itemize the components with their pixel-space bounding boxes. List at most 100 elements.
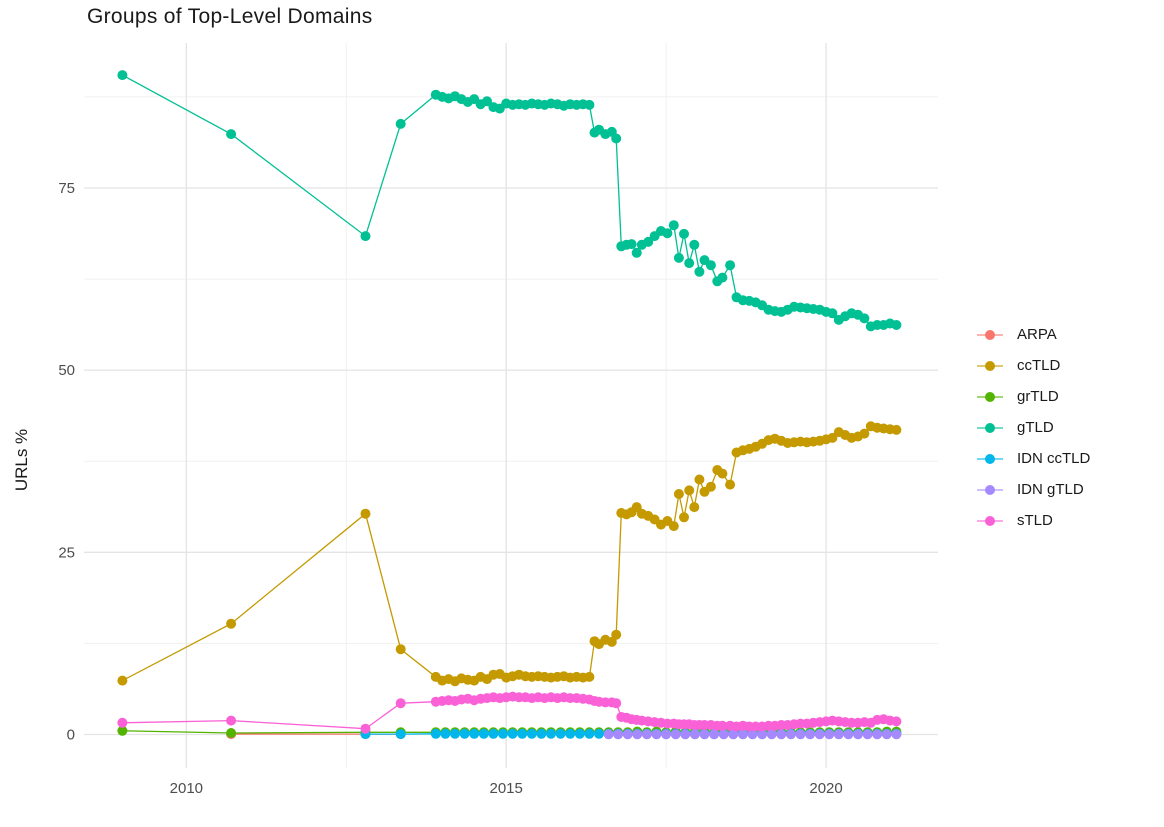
legend-key-dot — [985, 453, 995, 464]
data-point — [395, 698, 406, 709]
data-point — [668, 521, 679, 532]
data-point — [546, 728, 556, 739]
data-point — [226, 715, 237, 726]
data-point — [668, 220, 679, 231]
data-point — [684, 485, 695, 496]
data-point — [670, 729, 681, 740]
data-point — [488, 728, 499, 739]
series-gtld — [117, 70, 902, 332]
data-point — [565, 728, 576, 739]
gridlines-minor — [84, 43, 938, 768]
chart-title: Groups of Top-Level Domains — [87, 5, 373, 28]
x-tick-label: 2020 — [809, 780, 842, 797]
data-point — [613, 729, 624, 740]
legend-key-dot — [985, 391, 995, 402]
legend-label-idn-cctld: IDN ccTLD — [1017, 450, 1091, 467]
legend-label-arpa: ARPA — [1017, 326, 1057, 343]
data-point — [717, 720, 728, 731]
data-point — [766, 729, 777, 740]
data-point — [814, 729, 825, 740]
data-point — [395, 118, 406, 129]
gridlines-major — [84, 43, 938, 768]
data-point — [680, 729, 691, 740]
data-point — [360, 231, 371, 242]
legend-label-idn-gtld: IDN gTLD — [1017, 481, 1084, 498]
data-point — [737, 729, 748, 740]
legend-item-arpa: ARPA — [976, 319, 1090, 350]
data-point — [891, 424, 902, 435]
data-point — [684, 258, 695, 269]
legend-item-idn-gtld: IDN gTLD — [976, 474, 1090, 505]
series-line-gtld — [122, 74, 897, 328]
data-point — [117, 725, 128, 736]
legend-key-dot — [985, 422, 995, 433]
data-point — [117, 717, 128, 728]
legend-key-dot — [985, 329, 995, 340]
legend-key-dot — [985, 360, 995, 371]
data-point — [584, 99, 595, 110]
data-point — [430, 728, 441, 739]
data-point — [536, 728, 547, 739]
data-point — [611, 629, 622, 640]
legend-item-cctld: ccTLD — [976, 350, 1090, 381]
data-point — [395, 729, 406, 740]
y-tick-label: 50 — [58, 362, 75, 379]
data-point — [611, 133, 622, 144]
data-point — [584, 728, 595, 739]
legend-label-grtld: grTLD — [1017, 388, 1059, 405]
data-point — [689, 729, 700, 740]
data-point — [679, 228, 689, 239]
data-point — [507, 728, 518, 739]
data-point — [526, 728, 537, 739]
data-point — [718, 729, 729, 740]
data-point — [824, 729, 835, 740]
legend-key-cctld-icon — [977, 360, 1003, 371]
y-tick-label: 0 — [67, 726, 75, 743]
data-point — [395, 644, 406, 655]
y-tick-label: 75 — [58, 180, 75, 197]
data-point — [891, 729, 902, 740]
data-point — [891, 716, 902, 727]
data-point — [891, 320, 902, 330]
data-point — [689, 239, 700, 250]
legend-label-stld: sTLD — [1017, 512, 1053, 529]
data-point — [498, 728, 508, 739]
data-point — [881, 729, 892, 740]
data-point — [611, 698, 622, 709]
x-tick-label: 2015 — [490, 780, 523, 797]
data-point — [117, 675, 128, 686]
data-point — [853, 729, 863, 740]
data-point — [574, 728, 585, 739]
data-point — [673, 489, 684, 499]
legend-key-dot — [985, 515, 995, 526]
legend-item-stld: sTLD — [976, 505, 1090, 536]
data-point — [725, 479, 736, 490]
data-point — [603, 729, 614, 740]
legend-key-idn-gtld-icon — [977, 484, 1003, 495]
data-point — [725, 260, 736, 271]
data-point — [643, 236, 654, 247]
data-point — [717, 468, 728, 479]
data-point — [694, 474, 705, 485]
data-point — [717, 272, 728, 283]
legend-label-gtld: gTLD — [1017, 419, 1054, 436]
data-point — [226, 728, 237, 738]
data-point — [651, 729, 662, 740]
data-point — [862, 729, 873, 740]
data-point — [785, 729, 796, 740]
legend-item-idn-cctld: IDN ccTLD — [976, 443, 1090, 474]
data-point — [661, 729, 672, 740]
legend-key-stld-icon — [977, 515, 1003, 526]
legend-item-grtld: grTLD — [976, 381, 1090, 412]
data-point — [689, 502, 700, 513]
legend-key-dot — [985, 484, 995, 495]
legend-key-idn-cctld-icon — [977, 453, 1003, 464]
data-point — [709, 729, 720, 740]
data-point — [622, 729, 633, 740]
data-point — [795, 729, 806, 740]
data-point — [478, 728, 489, 739]
legend-key-grtld-icon — [977, 391, 1003, 402]
data-point — [517, 728, 528, 739]
y-tick-label: 25 — [58, 544, 75, 561]
